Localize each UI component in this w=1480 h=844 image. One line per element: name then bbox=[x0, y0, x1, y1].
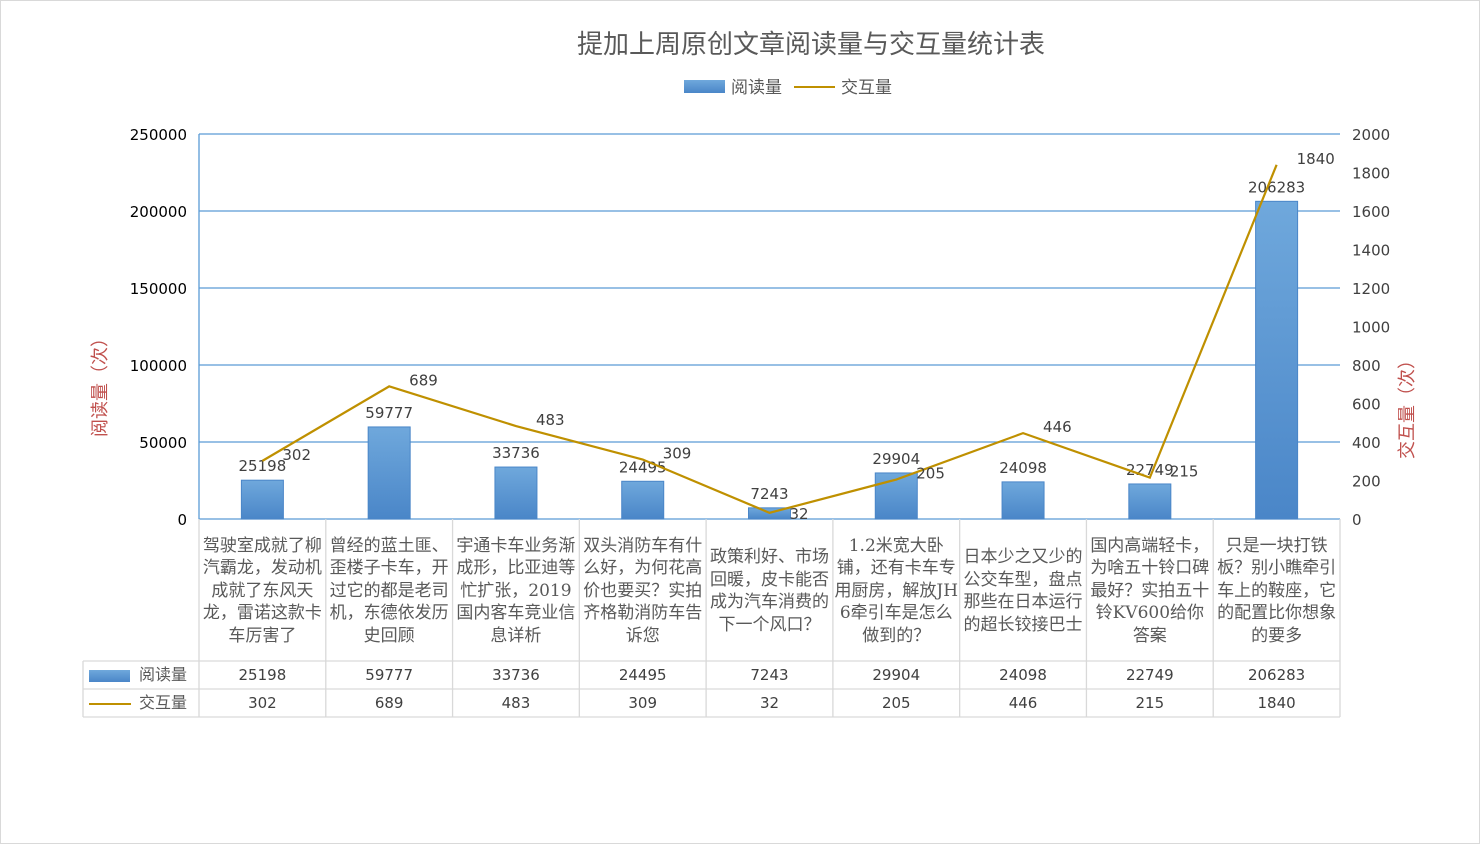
bar-reads bbox=[1128, 483, 1172, 520]
y2-tick-label: 1200 bbox=[1352, 280, 1390, 298]
y2-tick-label: 200 bbox=[1352, 473, 1381, 491]
table-cell: 24495 bbox=[618, 666, 667, 684]
y2-tick-label: 600 bbox=[1352, 396, 1381, 414]
y-tick-label: 250000 bbox=[130, 126, 187, 144]
line-data-label: 309 bbox=[663, 445, 692, 463]
legend-label-reads: 阅读量 bbox=[731, 78, 782, 98]
line-interactions bbox=[261, 164, 1278, 514]
line-data-label: 483 bbox=[536, 411, 565, 429]
category-label: 1.2米宽大卧铺，还有卡车专用厨房，解放JH6牵引车是怎么做到的？ bbox=[834, 535, 959, 646]
bar-reads bbox=[240, 479, 284, 520]
bar-reads bbox=[621, 480, 665, 520]
bar-data-label: 25198 bbox=[239, 457, 287, 475]
category-label: 日本少之又少的公交车型，盘点那些在日本运行的超长铰接巴士 bbox=[963, 547, 1083, 635]
y2-tick-label: 400 bbox=[1352, 434, 1381, 452]
table-cell: 7243 bbox=[750, 666, 789, 684]
y2-tick-label: 2000 bbox=[1352, 126, 1390, 144]
bar-data-label: 29904 bbox=[872, 450, 920, 468]
table-bar-swatch bbox=[89, 670, 130, 682]
category-label: 宇通卡车业务渐成形，比亚迪等忙扩张，2019国内客车竞业信息详析 bbox=[456, 535, 576, 646]
category-label: 政策利好、市场回暖，皮卡能否成为汽车消费的下一个风口？ bbox=[709, 547, 829, 635]
line-data-label: 302 bbox=[282, 446, 311, 464]
table-cell: 215 bbox=[1135, 694, 1165, 712]
y-tick-label: 50000 bbox=[139, 434, 187, 452]
y2-tick-label: 800 bbox=[1352, 357, 1381, 375]
table-cell: 309 bbox=[628, 694, 658, 712]
bar-data-label: 24495 bbox=[619, 458, 667, 476]
y-tick-label: 0 bbox=[177, 511, 187, 529]
category-label: 国内高端轻卡，为啥五十铃口碑最好？实拍五十铃KV600给你答案 bbox=[1090, 535, 1210, 646]
y-tick-label: 150000 bbox=[130, 280, 187, 298]
bar-data-label: 24098 bbox=[999, 459, 1047, 477]
category-label: 双头消防车有什么好，为何花高价也要买？实拍齐格勒消防车告诉您 bbox=[583, 535, 703, 646]
line-data-label: 689 bbox=[409, 371, 438, 389]
category-label: 驾驶室成就了柳汽霸龙，发动机成就了东风天龙，雷诺这款卡车厉害了 bbox=[202, 535, 322, 646]
chart-title: 提加上周原创文章阅读量与交互量统计表 bbox=[577, 30, 1045, 60]
line-data-label: 205 bbox=[916, 465, 945, 483]
y-tick-label: 100000 bbox=[130, 357, 187, 375]
bar-data-label: 206283 bbox=[1248, 178, 1305, 196]
table-row-label: 交互量 bbox=[139, 693, 188, 712]
bar-reads bbox=[367, 426, 411, 520]
table-cell: 205 bbox=[881, 694, 911, 712]
bar-data-label: 33736 bbox=[492, 444, 540, 462]
table-cell: 59777 bbox=[365, 666, 413, 684]
bar-reads bbox=[494, 466, 538, 520]
line-data-label: 1840 bbox=[1297, 150, 1335, 168]
bar-reads bbox=[1255, 200, 1299, 520]
line-data-label: 32 bbox=[790, 505, 809, 523]
y2-tick-label: 0 bbox=[1352, 511, 1362, 529]
table-cell: 302 bbox=[248, 694, 277, 712]
table-cell: 22749 bbox=[1125, 666, 1174, 684]
table-row-label: 阅读量 bbox=[139, 665, 188, 684]
bar-data-label: 59777 bbox=[365, 404, 413, 422]
y-axis-title: 阅读量（次） bbox=[90, 329, 111, 437]
y2-tick-label: 1600 bbox=[1352, 203, 1390, 221]
table-cell: 689 bbox=[374, 694, 404, 712]
category-label: 曾经的蓝土匪、歪楼子卡车，开过它的都是老司机，东德依发历史回顾 bbox=[329, 535, 449, 646]
category-label: 只是一块打铁板？别小瞧牵引车上的鞍座，它的配置比你想象的要多 bbox=[1217, 535, 1337, 646]
table-cell: 206283 bbox=[1247, 666, 1306, 684]
table-cell: 25198 bbox=[238, 666, 287, 684]
line-data-label: 446 bbox=[1043, 418, 1072, 436]
y-tick-label: 200000 bbox=[130, 203, 187, 221]
y2-tick-label: 1400 bbox=[1352, 242, 1390, 260]
bar-reads bbox=[1001, 481, 1045, 520]
table-cell: 24098 bbox=[999, 666, 1047, 684]
table-cell: 29904 bbox=[872, 666, 921, 684]
line-data-label: 215 bbox=[1170, 463, 1199, 481]
table-cell: 446 bbox=[1008, 694, 1038, 712]
y2-tick-label: 1800 bbox=[1352, 165, 1390, 183]
table-cell: 33736 bbox=[492, 666, 540, 684]
table-cell: 1840 bbox=[1257, 694, 1296, 712]
legend-bar-swatch bbox=[684, 80, 725, 93]
table-cell: 32 bbox=[759, 694, 780, 712]
y2-axis-title: 交互量（次） bbox=[1397, 351, 1418, 459]
y2-tick-label: 1000 bbox=[1352, 319, 1390, 337]
table-cell: 483 bbox=[501, 694, 531, 712]
legend-label-interactions: 交互量 bbox=[841, 78, 892, 98]
bar-data-label: 7243 bbox=[750, 485, 788, 503]
